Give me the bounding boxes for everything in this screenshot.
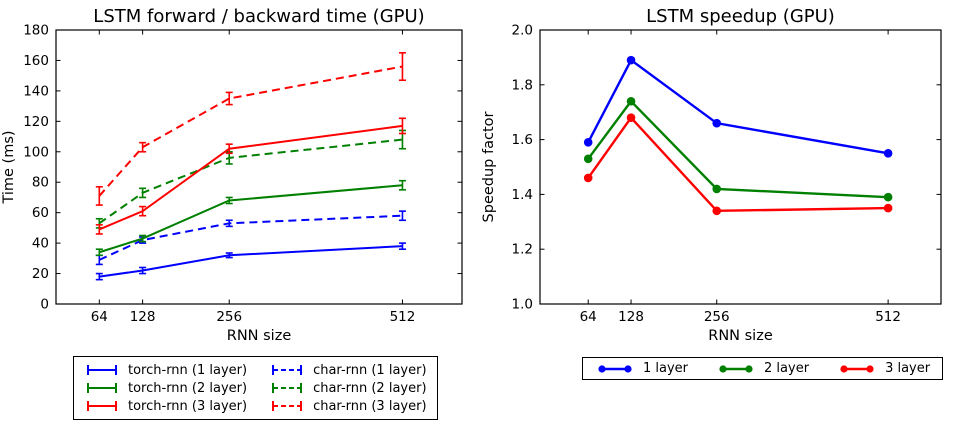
legend-entry-torch-rnn-3-layer: torch-rnn (3 layer) bbox=[84, 398, 247, 414]
legend-label: torch-rnn (3 layer) bbox=[128, 398, 248, 414]
y-tick-label: 180 bbox=[23, 23, 49, 39]
figure-lstm-speedup: 64 128 256 512 1.0 1.2 1.4 1.6 1.8 2.0 LSTM speedu… bbox=[478, 0, 955, 432]
y-axis-label: Speedup factor bbox=[481, 112, 497, 223]
y-tick-label: 1.6 bbox=[512, 132, 533, 148]
data-point-marker bbox=[883, 149, 893, 158]
legend-entry-char-rnn-2-layer: char-rnn (2 layer) bbox=[269, 380, 427, 396]
legend-entry-2-layer: 2 layer bbox=[716, 361, 809, 376]
data-point-marker bbox=[626, 113, 636, 122]
data-point-marker bbox=[883, 192, 893, 202]
y-tick-label: 140 bbox=[23, 83, 49, 99]
time-chart-legend: torch-rnn (1 layer) char-rnn (1 layer) t… bbox=[73, 356, 438, 420]
series-torch-rnn-3-layer bbox=[95, 117, 406, 235]
data-point-marker bbox=[583, 154, 593, 164]
speedup-chart-legend: 1 layer 2 layer 3 layer bbox=[582, 357, 944, 380]
legend-label: torch-rnn (2 layer) bbox=[128, 380, 248, 396]
data-point-marker bbox=[583, 173, 593, 183]
legend-label: torch-rnn (1 layer) bbox=[128, 362, 248, 378]
x-tick-label: 128 bbox=[618, 309, 644, 325]
x-tick-label: 64 bbox=[91, 309, 108, 325]
legend-label: 2 layer bbox=[764, 361, 810, 376]
errorbar-dashed-swatch-icon bbox=[272, 383, 303, 393]
data-point-marker bbox=[712, 118, 722, 128]
chart-title: LSTM forward / backward time (GPU) bbox=[93, 6, 424, 27]
x-tick-label: 512 bbox=[390, 309, 416, 325]
dot-line-swatch-icon bbox=[598, 364, 632, 373]
series-3-layer bbox=[583, 113, 893, 216]
series-1-layer bbox=[583, 55, 893, 158]
y-tick-label: 1.4 bbox=[512, 187, 533, 203]
y-tick-label: 160 bbox=[23, 53, 49, 69]
legend-label: 3 layer bbox=[885, 361, 931, 376]
y-axis-label: Time (ms) bbox=[1, 130, 17, 204]
y-tick-label: 1.2 bbox=[512, 242, 533, 258]
x-tick-label: 128 bbox=[130, 309, 156, 325]
data-point-marker bbox=[712, 184, 722, 194]
dot-line-swatch-icon bbox=[719, 364, 753, 373]
y-tick-label: 80 bbox=[32, 175, 49, 191]
y-tick-label: 60 bbox=[32, 205, 49, 221]
errorbar-solid-swatch-icon bbox=[87, 383, 117, 393]
legend-entry-char-rnn-3-layer: char-rnn (3 layer) bbox=[269, 398, 427, 414]
y-tick-label: 40 bbox=[32, 236, 49, 252]
x-tick-label: 256 bbox=[704, 309, 730, 325]
legend-entry-1-layer: 1 layer bbox=[595, 361, 688, 376]
x-axis-label: RNN size bbox=[708, 328, 773, 344]
x-tick-label: 512 bbox=[875, 309, 901, 325]
data-point-marker bbox=[583, 138, 593, 147]
series-torch-rnn-1-layer bbox=[95, 242, 406, 281]
legend-entry-torch-rnn-1-layer: torch-rnn (1 layer) bbox=[84, 362, 247, 378]
chart-title: LSTM speedup (GPU) bbox=[646, 6, 835, 27]
errorbar-solid-swatch-icon bbox=[87, 365, 117, 375]
plot-frame bbox=[55, 29, 463, 305]
y-tick-label: 120 bbox=[23, 114, 49, 130]
lstm-speedup-chart: 64 128 256 512 1.0 1.2 1.4 1.6 1.8 2.0 LSTM speedu… bbox=[481, 6, 942, 344]
plot-frame bbox=[539, 29, 942, 305]
y-tick-label: 1.8 bbox=[512, 77, 533, 93]
x-axis-label: RNN size bbox=[227, 328, 292, 344]
y-tick-label: 1.0 bbox=[512, 297, 533, 313]
legend-label: char-rnn (2 layer) bbox=[313, 380, 427, 396]
legend-label: 1 layer bbox=[643, 361, 689, 376]
axis-ticks bbox=[540, 29, 941, 305]
legend-entry-3-layer: 3 layer bbox=[837, 361, 930, 376]
legend-entry-char-rnn-1-layer: char-rnn (1 layer) bbox=[269, 362, 427, 378]
errorbar-solid-swatch-icon bbox=[87, 401, 117, 411]
errorbar-dashed-swatch-icon bbox=[272, 401, 303, 411]
y-tick-label: 100 bbox=[23, 144, 49, 160]
y-tick-label: 2.0 bbox=[512, 23, 533, 39]
y-tick-label: 0 bbox=[40, 297, 49, 313]
data-point-marker bbox=[626, 55, 636, 65]
x-tick-label: 64 bbox=[580, 309, 597, 325]
dot-line-swatch-icon bbox=[840, 364, 874, 373]
series-torch-rnn-2-layer bbox=[95, 179, 406, 257]
series-char-rnn-3-layer bbox=[95, 52, 406, 206]
figure-lstm-time: 64 128 256 512 0 20 40 60 80 100 120 140 160 180 LSTM … bbox=[1, 6, 463, 420]
legend-entry-torch-rnn-2-layer: torch-rnn (2 layer) bbox=[84, 380, 247, 396]
y-tick-label: 20 bbox=[32, 266, 49, 282]
data-point-marker bbox=[626, 96, 636, 106]
errorbar-dashed-swatch-icon bbox=[272, 365, 303, 375]
lstm-time-chart: 64 128 256 512 0 20 40 60 80 100 120 140 160 180 LSTM … bbox=[1, 6, 463, 344]
axis-ticks bbox=[56, 29, 462, 305]
data-point-marker bbox=[883, 203, 893, 213]
series-2-layer bbox=[583, 96, 893, 202]
legend-label: char-rnn (1 layer) bbox=[313, 362, 427, 378]
x-tick-label: 256 bbox=[216, 309, 242, 325]
legend-label: char-rnn (3 layer) bbox=[313, 398, 427, 414]
data-point-marker bbox=[712, 206, 722, 216]
